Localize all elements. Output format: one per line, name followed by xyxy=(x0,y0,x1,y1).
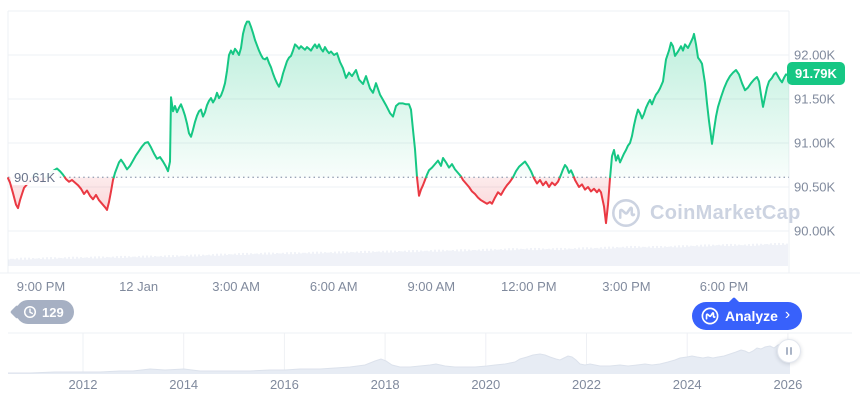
chevron-right-icon: › xyxy=(784,306,791,323)
year-label: 2014 xyxy=(169,377,198,392)
analyze-label: Analyze xyxy=(725,308,778,324)
timeline-handle[interactable] xyxy=(777,339,801,363)
coinmarketcap-logo-icon xyxy=(701,307,719,325)
drag-handle-icon xyxy=(790,347,793,355)
x-axis-label: 6:00 PM xyxy=(700,279,748,294)
x-axis-label: 9:00 AM xyxy=(407,279,455,294)
history-count-badge[interactable]: 129 xyxy=(9,300,74,324)
y-axis-label: 91.50K xyxy=(794,92,836,107)
year-label: 2016 xyxy=(270,377,299,392)
history-count: 129 xyxy=(42,304,64,320)
x-axis-label: 3:00 PM xyxy=(602,279,650,294)
history-clock-icon xyxy=(23,305,37,319)
main-price-chart[interactable]: 92.00K 91.50K 91.00K 90.50K 90.00K 9:00 PM 12 … xyxy=(0,0,860,300)
watermark-text: CoinMarketCap xyxy=(650,201,801,224)
current-price-badge: 91.79K xyxy=(787,62,845,85)
year-label: 2024 xyxy=(673,377,702,392)
year-label: 2018 xyxy=(371,377,400,392)
year-label: 2012 xyxy=(69,377,98,392)
year-label: 2026 xyxy=(773,377,802,392)
year-label: 2020 xyxy=(471,377,500,392)
y-axis-label: 90.50K xyxy=(794,180,836,195)
timeline-scrubber[interactable]: 2012 2014 2016 2018 2020 2022 2024 2026 xyxy=(0,331,860,401)
coinmarketcap-watermark: CoinMarketCap xyxy=(611,198,801,228)
analyze-button[interactable]: Analyze › xyxy=(692,296,803,330)
y-axis-label: 90.00K xyxy=(794,224,836,239)
y-axis-label: 91.00K xyxy=(794,136,836,151)
x-axis-label: 12:00 PM xyxy=(501,279,557,294)
badge-pointer-left xyxy=(9,304,25,320)
year-label: 2022 xyxy=(572,377,601,392)
x-axis-label: 6:00 AM xyxy=(310,279,358,294)
x-axis-label: 3:00 AM xyxy=(212,279,260,294)
coinmarketcap-logo-icon xyxy=(612,199,640,227)
baseline-price-label: 90.61K xyxy=(11,170,59,185)
y-axis-label: 92.00K xyxy=(794,48,836,63)
x-axis-label: 9:00 PM xyxy=(17,279,65,294)
drag-handle-icon xyxy=(785,347,788,355)
x-axis-label: 12 Jan xyxy=(119,279,158,294)
